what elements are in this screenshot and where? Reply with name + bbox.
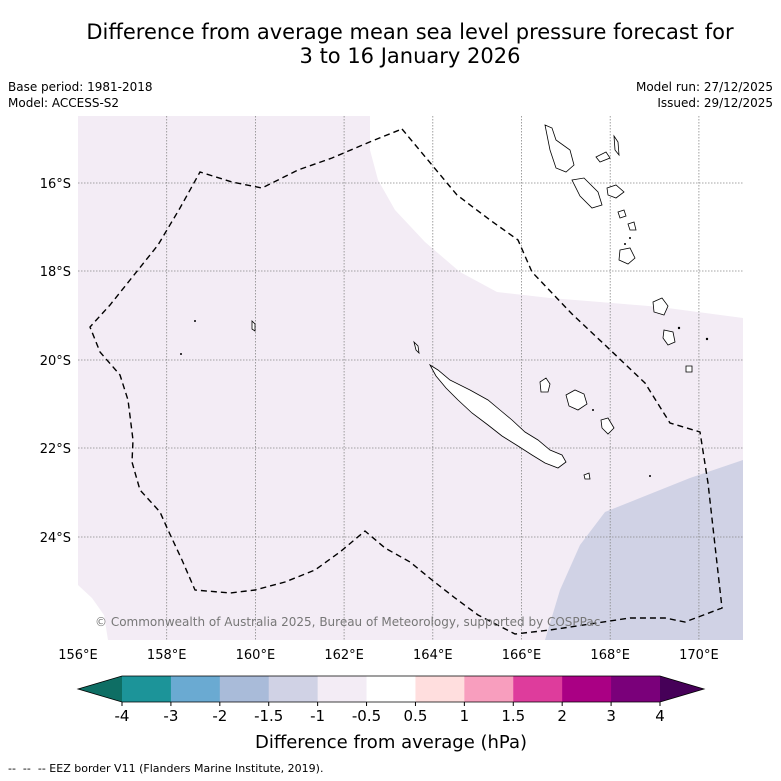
- lon-label: 166°E: [502, 648, 542, 663]
- colorbar-segment: [415, 676, 465, 702]
- colorbar-tick-label: -1: [310, 707, 325, 725]
- island-espiritu-santo: [544, 124, 575, 173]
- anomaly-region-neutral-corner: [78, 585, 108, 640]
- model-run: Model run: 27/12/2025: [635, 80, 773, 94]
- lon-labels: 156°E 158°E 160°E 162°E 164°E 166°E 168°…: [58, 648, 718, 663]
- title-line-1: Difference from average mean sea level p…: [86, 20, 734, 44]
- colorbar-segment: [122, 676, 172, 702]
- colorbar-segment: [317, 676, 368, 702]
- colorbar-segment: [611, 676, 661, 702]
- island-pines: [583, 472, 591, 480]
- model-name: Model: ACCESS-S2: [8, 96, 120, 110]
- map-area: © Commonwealth of Australia 2025, Bureau…: [78, 116, 743, 640]
- lat-label: 20°S: [40, 354, 71, 369]
- colorbar-tick-label: 4: [655, 707, 665, 725]
- base-period: Base period: 1981-2018: [8, 80, 153, 94]
- colorbar: [76, 675, 706, 703]
- island-mare: [600, 417, 615, 435]
- island-efate: [618, 247, 636, 265]
- colorbar-tick-label: 3: [606, 707, 616, 725]
- lon-label: 156°E: [58, 648, 98, 663]
- colorbar-segment: [513, 676, 563, 702]
- eez-legend-symbol: -- --: [8, 762, 38, 775]
- island-erromango: [652, 297, 669, 316]
- colorbar-label: Difference from average (hPa): [255, 732, 527, 753]
- colorbar-tick-label: 2: [557, 707, 567, 725]
- colorbar-tick-label: 1: [460, 707, 470, 725]
- lat-label: 24°S: [40, 531, 71, 546]
- island-maewo: [613, 134, 620, 157]
- lon-label: 168°E: [590, 648, 630, 663]
- colorbar-tick-label: -2: [212, 707, 227, 725]
- colorbar-segment: [219, 676, 270, 702]
- anomaly-region-neutral: [370, 116, 743, 318]
- island-lifou: [565, 389, 588, 411]
- colorbar-tick-label: -3: [163, 707, 178, 725]
- island-tanna: [662, 329, 676, 346]
- lon-label: 158°E: [147, 648, 187, 663]
- colorbar-segment: [464, 676, 514, 702]
- colorbar-segment: [170, 676, 221, 702]
- lon-label: 164°E: [413, 648, 453, 663]
- island-shepherd: [627, 221, 637, 231]
- colorbar-extend-high: [660, 676, 704, 702]
- small-islets: [180, 237, 709, 477]
- lon-label: 170°E: [679, 648, 719, 663]
- island-chesterfield: [251, 320, 256, 332]
- colorbar-segment: [562, 676, 612, 702]
- title-line-2: 3 to 16 January 2026: [299, 44, 521, 68]
- island-malekula: [571, 177, 603, 209]
- colorbar-ticks: -4 -3 -2 -1.5 -1 -0.5 0.5 1 1.5 2 3 4: [115, 702, 665, 725]
- colorbar-segment: [366, 676, 416, 702]
- island-new-caledonia: [428, 363, 567, 469]
- colorbar-segment: [268, 676, 319, 702]
- lat-label: 16°S: [40, 177, 71, 192]
- eez-legend-text: -- EEZ border V11 (Flanders Marine Insti…: [37, 762, 324, 775]
- colorbar-tick-label: -1.5: [254, 707, 283, 725]
- eez-border: [89, 128, 723, 635]
- islands: [251, 124, 693, 480]
- island-ouvea: [539, 377, 551, 393]
- island-epi: [617, 209, 627, 219]
- map-title: Difference from average mean sea level p…: [40, 20, 780, 68]
- island-aneityum: [685, 365, 693, 373]
- meta-right: Model run: 27/12/2025 Issued: 29/12/2025: [636, 79, 773, 111]
- colorbar-extend-low: [78, 676, 122, 702]
- colorbar-tick-label: -0.5: [352, 707, 381, 725]
- gridlines: [78, 116, 743, 640]
- anomaly-region-medium: [545, 460, 743, 640]
- colorbar-tick-label: 1.5: [501, 707, 525, 725]
- lon-label: 162°E: [324, 648, 364, 663]
- lon-label: 160°E: [236, 648, 276, 663]
- colorbar-tick-label: -4: [115, 707, 130, 725]
- island-ambae: [595, 151, 611, 163]
- meta-left: Base period: 1981-2018 Model: ACCESS-S2: [8, 79, 153, 111]
- colorbar-tick-label: 0.5: [404, 707, 428, 725]
- issued-date: Issued: 29/12/2025: [657, 96, 773, 110]
- lat-labels: 16°S 18°S 20°S 22°S 24°S: [40, 177, 71, 546]
- copyright-text: © Commonwealth of Australia 2025, Bureau…: [95, 615, 600, 629]
- island-belep: [413, 340, 420, 355]
- eez-legend: -- -- -- EEZ border V11 (Flanders Marine…: [8, 762, 323, 775]
- lat-label: 18°S: [40, 265, 71, 280]
- island-ambrym: [606, 184, 625, 199]
- lat-label: 22°S: [40, 442, 71, 457]
